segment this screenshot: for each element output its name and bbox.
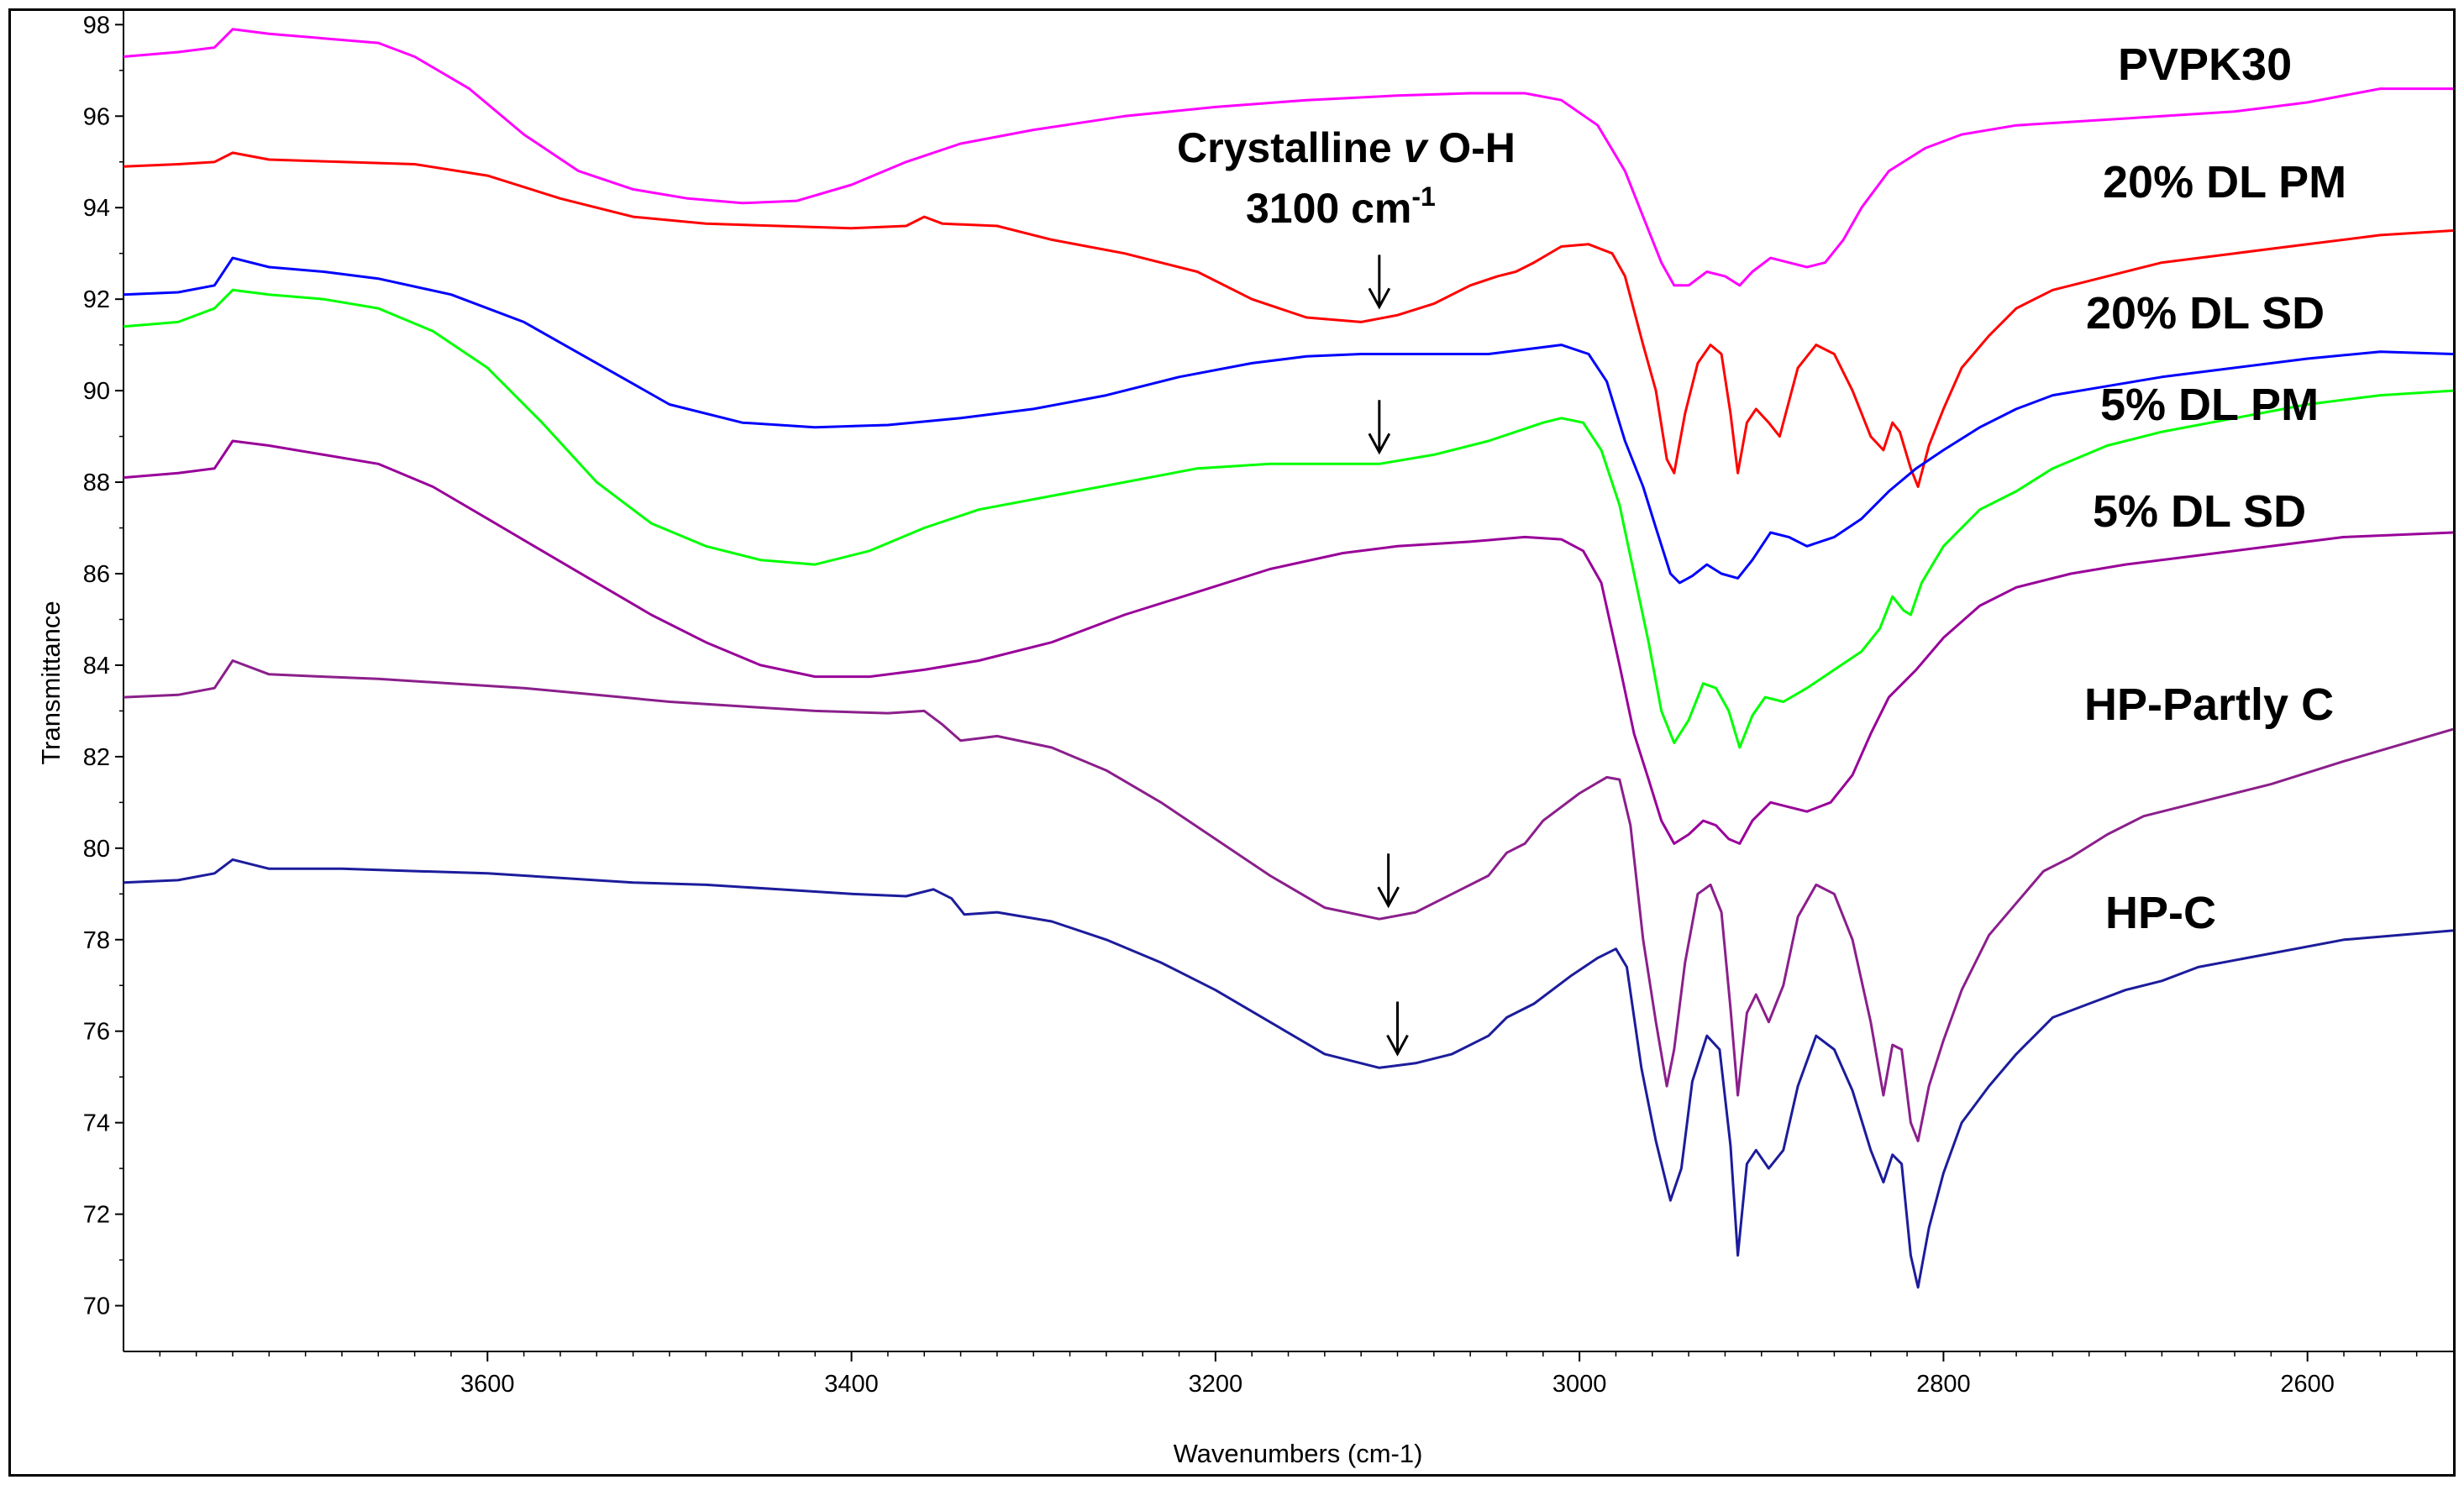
y-axis: 70 72 74 76 78 80 82 84 86 88 90 92 94 96 98	[83, 12, 123, 1320]
series-line-4	[123, 439, 2453, 845]
annotation-line1: Crystalline v O-H	[1177, 124, 1516, 171]
down-arrow	[1368, 254, 1391, 310]
series-line-2	[123, 256, 2453, 585]
y-tick-label: 78	[83, 927, 110, 954]
series-label-20dl-pm: 20% DL PM	[2103, 157, 2346, 207]
series-line-6	[123, 858, 2453, 1289]
x-tick-label: 3200	[1189, 1371, 1243, 1398]
y-tick-label: 80	[83, 836, 110, 863]
series-line-1	[123, 151, 2453, 488]
y-tick-label: 84	[83, 653, 110, 680]
down-arrow	[1377, 853, 1400, 909]
series-label-5dl-sd: 5% DL SD	[2093, 486, 2306, 537]
chart-frame: 70 72 74 76 78 80 82 84 86 88 90 92 94 96 98 3600 3400 3…	[8, 8, 2456, 1477]
series-labels: PVPK30 20% DL PM 20% DL SD 5% DL PM 5% D…	[2084, 39, 2346, 938]
down-arrow	[1368, 400, 1391, 455]
series-label-20dl-sd: 20% DL SD	[2086, 288, 2325, 338]
x-tick-label: 2800	[1916, 1371, 1971, 1398]
y-axis-title: Transmittance	[36, 601, 66, 764]
series-label-hp-c: HP-C	[2105, 888, 2216, 938]
y-tick-label: 94	[83, 195, 110, 222]
x-axis: 3600 3400 3200 3000 2800 2600	[159, 1351, 2418, 1398]
y-tick-label: 82	[83, 744, 110, 771]
y-tick-label: 98	[83, 12, 110, 39]
y-tick-label: 74	[83, 1110, 110, 1137]
series-line-3	[123, 288, 2453, 749]
arrows	[1368, 254, 1409, 1057]
y-tick-label: 70	[83, 1293, 110, 1320]
y-tick-label: 92	[83, 286, 110, 313]
x-tick-label: 2600	[2280, 1371, 2335, 1398]
annotation: Crystalline v O-H 3100 cm-1	[1177, 124, 1516, 232]
x-tick-label: 3000	[1552, 1371, 1607, 1398]
y-tick-label: 72	[83, 1202, 110, 1229]
series-label-5dl-pm: 5% DL PM	[2100, 380, 2319, 430]
series-line-0	[123, 28, 2453, 287]
series-label-pvpk30: PVPK30	[2118, 39, 2292, 90]
y-tick-label: 76	[83, 1019, 110, 1046]
x-axis-title: Wavenumbers (cm-1)	[1174, 1439, 1423, 1468]
y-tick-label: 86	[83, 561, 110, 588]
y-tick-label: 90	[83, 378, 110, 405]
y-tick-label: 96	[83, 103, 110, 130]
annotation-line2: 3100 cm-1	[1246, 181, 1436, 232]
series-label-hp-partly-c: HP-Partly C	[2084, 680, 2334, 730]
x-tick-label: 3400	[824, 1371, 879, 1398]
down-arrow	[1386, 1001, 1409, 1057]
x-tick-label: 3600	[460, 1371, 515, 1398]
series-layer	[123, 28, 2453, 1289]
y-tick-label: 88	[83, 470, 110, 496]
series-line-5	[123, 659, 2453, 1142]
